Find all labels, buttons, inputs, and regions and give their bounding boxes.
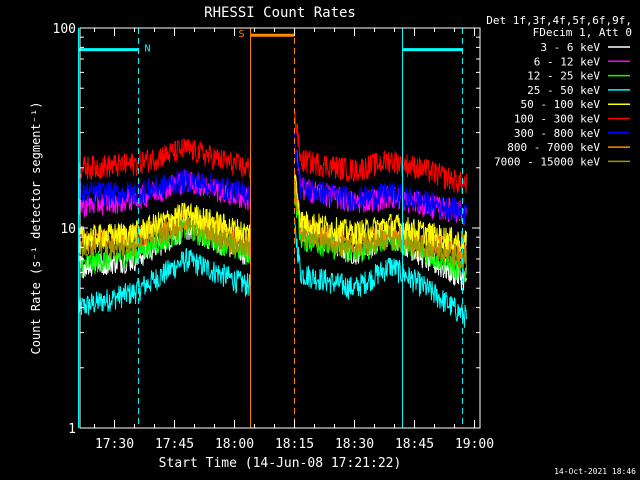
x-tick-label: 18:00 xyxy=(215,437,254,452)
axis-layer: 17:30 17:45 18:00 18:15 18:30 18:45 19:00 1 10 10… xyxy=(53,22,495,452)
series-layer xyxy=(78,111,467,328)
x-tick-label: 18:15 xyxy=(275,437,314,452)
series-line-300-800-kev xyxy=(78,132,467,224)
x-tick-label: 18:30 xyxy=(335,437,374,452)
x-tick-label: 17:45 xyxy=(155,437,194,452)
x-tick-label: 18:45 xyxy=(395,437,434,452)
legend-entry-label: 7000 - 15000 keV xyxy=(494,155,600,168)
annotation-layer: NS xyxy=(78,28,464,428)
y-axis-label: Count Rate (s⁻¹ detector segment⁻¹) xyxy=(29,102,43,355)
legend-title-line-2: FDecim 1, Att 0 xyxy=(533,26,632,39)
annotation-label-2: S xyxy=(239,29,245,40)
legend-entry-label: 300 - 800 keV xyxy=(514,127,600,140)
annotation-label-0: N xyxy=(145,44,151,55)
legend-entry-label: 100 - 300 keV xyxy=(514,113,600,126)
series-line-7000-15000-kev xyxy=(78,192,467,271)
footer-timestamp: 14-Oct-2021 18:46 xyxy=(554,467,636,476)
series-line-25-50-kev xyxy=(78,217,467,328)
legend-entry-label: 25 - 50 keV xyxy=(527,84,600,97)
legend-entry-label: 800 - 7000 keV xyxy=(507,141,600,154)
series-line-100-300-kev xyxy=(78,111,467,194)
y-tick-label: 10 xyxy=(60,222,76,237)
y-tick-label: 100 xyxy=(53,22,76,37)
y-tick-label: 1 xyxy=(68,422,76,437)
x-tick-label: 19:00 xyxy=(455,437,494,452)
legend-entry-label: 12 - 25 keV xyxy=(527,70,600,83)
series-line-50-100-kev xyxy=(78,174,467,252)
legend-entry-label: 6 - 12 keV xyxy=(534,55,601,68)
legend-title-line-1: Det 1f,3f,4f,5f,6f,9f, xyxy=(486,14,632,27)
x-axis-label: Start Time (14-Jun-08 17:21:22) xyxy=(159,456,402,471)
legend-entry-label: 3 - 6 keV xyxy=(540,41,600,54)
x-tick-label: 17:30 xyxy=(95,437,134,452)
legend-entry-label: 50 - 100 keV xyxy=(521,98,601,111)
chart-title: RHESSI Count Rates xyxy=(204,5,356,21)
